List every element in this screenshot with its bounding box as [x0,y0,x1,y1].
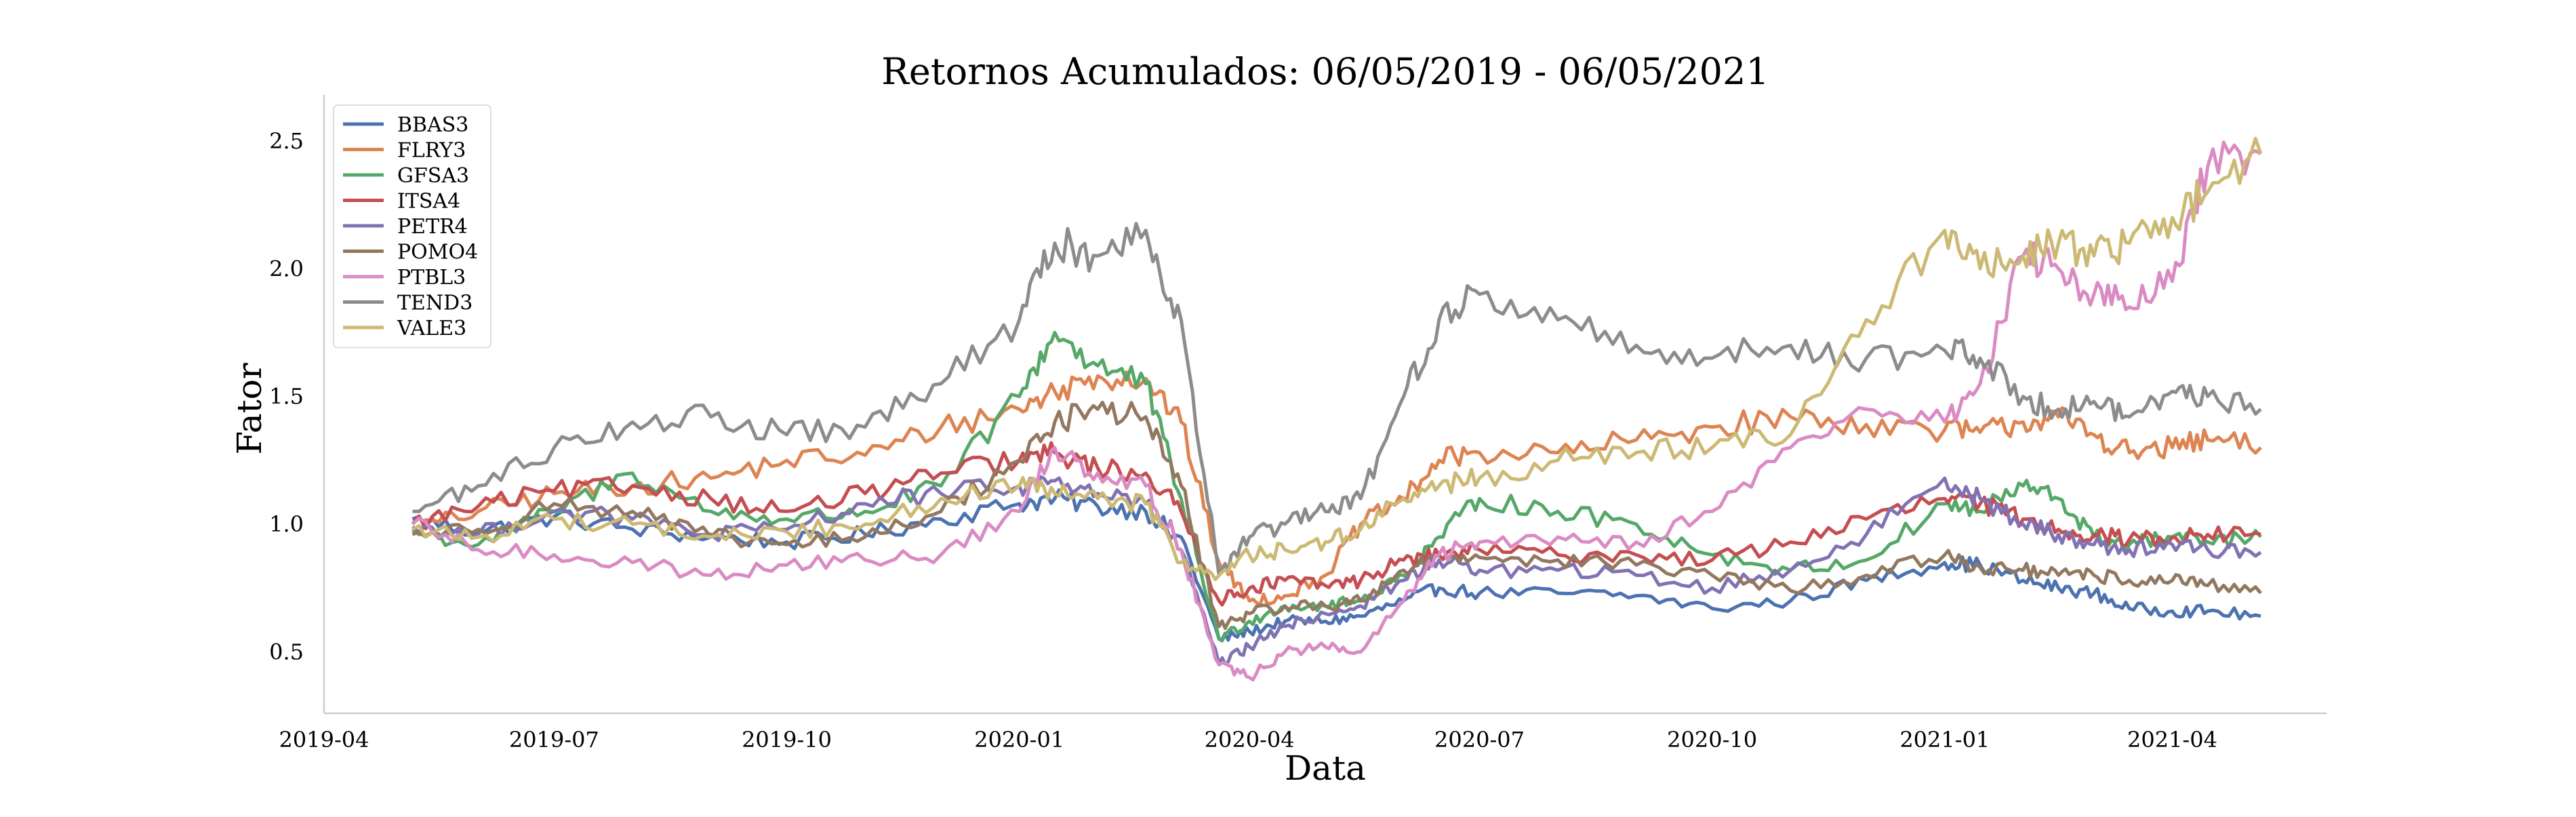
y-tick-label: 2.5 [269,128,304,154]
legend-label: VALE3 [397,317,466,340]
x-tick-label: 2020-01 [974,727,1064,753]
legend-label: TEND3 [397,292,472,315]
series-line-petr4 [411,475,2262,666]
y-tick-label: 1.5 [269,384,304,410]
x-tick-label: 2020-07 [1434,727,1525,753]
x-tick-label: 2019-10 [742,727,832,753]
y-tick-label: 2.0 [269,256,304,281]
plot-area: 0.5 1.0 1.5 2.0 2.5 2019-04 2019-07 2019-10 2020… [269,95,2327,753]
legend-label: FLRY3 [397,139,466,163]
legend-label: ITSA4 [397,190,460,214]
x-tick-label: 2019-07 [509,727,599,753]
x-tick-label: 2019-04 [279,727,369,753]
x-tick-label: 2021-04 [2127,727,2217,753]
series-line-pomo4 [411,401,2262,631]
y-tick-label: 0.5 [269,639,304,665]
legend-box [333,104,491,348]
legend-label: PTBL3 [397,266,466,290]
x-axis-label: Data [1285,749,1366,788]
x-tick-label: 2021-01 [1899,727,1990,753]
legend-label: GFSA3 [397,164,469,188]
series-line-tend3 [412,222,2262,577]
series-line-vale3 [411,136,2263,582]
y-axis-label: Fator [230,363,269,454]
legend-label: PETR4 [397,215,468,239]
legend-label: BBAS3 [397,113,468,137]
y-tick-label: 1.0 [269,511,304,537]
series-line-bbas3 [411,488,2261,642]
x-tick-label: 2020-04 [1205,727,1295,753]
legend-label: POMO4 [397,241,478,264]
x-tick-label: 2020-10 [1667,727,1757,753]
chart-title: Retornos Acumulados: 06/05/2019 - 06/05/… [881,50,1769,93]
series-line-flry3 [411,370,2262,607]
